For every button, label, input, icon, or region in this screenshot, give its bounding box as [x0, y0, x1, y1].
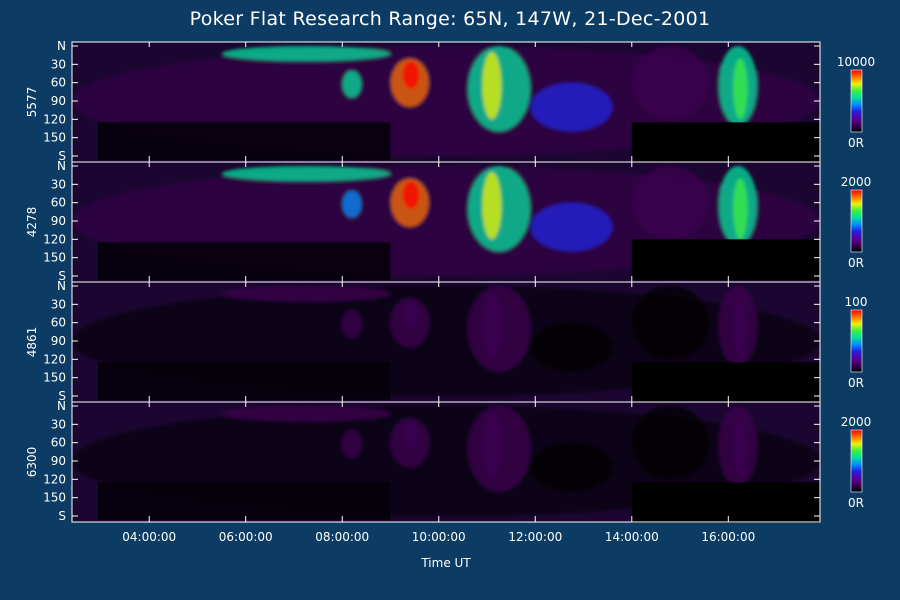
- emission-blob: [631, 45, 710, 120]
- emission-blob: [631, 286, 710, 360]
- emission-blob: [482, 52, 502, 120]
- emission-blob: [482, 292, 502, 360]
- y-tick-label: S: [58, 389, 66, 403]
- emission-blob: [342, 190, 362, 218]
- emission-blob: [733, 418, 748, 480]
- y-tick-label: 30: [51, 177, 66, 191]
- y-tick-label: 30: [51, 297, 66, 311]
- panel-label: 4861: [25, 327, 39, 358]
- emission-blob: [402, 421, 420, 449]
- y-tick-label: N: [57, 39, 66, 53]
- emission-blob: [221, 406, 391, 422]
- y-tick-label: 90: [51, 334, 66, 348]
- emission-blob: [221, 286, 391, 302]
- emission-blob: [631, 166, 710, 240]
- colorbar: [850, 69, 863, 133]
- emission-blob: [402, 61, 420, 89]
- y-tick-label: 120: [43, 232, 66, 246]
- nodata-region: [631, 239, 820, 280]
- nodata-region: [631, 482, 820, 524]
- y-tick-label: 60: [51, 76, 66, 90]
- nodata-region: [98, 362, 391, 400]
- emission-blob: [530, 82, 613, 132]
- colorbar-min-label: 0R: [848, 376, 864, 390]
- x-tick-label: 04:00:00: [122, 530, 176, 544]
- panel-6300: N 30 60 90 120 150 S 6300 2000 0R: [25, 399, 872, 524]
- y-tick-label: S: [58, 509, 66, 523]
- emission-blob: [342, 310, 362, 338]
- colorbar-max-label: 100: [845, 295, 868, 309]
- colorbar-max-label: 2000: [841, 415, 872, 429]
- y-tick-label: N: [57, 399, 66, 413]
- y-tick-label: 90: [51, 454, 66, 468]
- emission-blob: [402, 301, 420, 329]
- y-tick-label: S: [58, 149, 66, 163]
- y-tick-label: 120: [43, 352, 66, 366]
- emission-blob: [530, 202, 613, 252]
- x-tick-label: 14:00:00: [605, 530, 659, 544]
- x-tick-label: 12:00:00: [508, 530, 562, 544]
- emission-blob: [733, 298, 748, 360]
- emission-blob: [530, 442, 613, 492]
- nodata-region: [631, 362, 820, 404]
- y-tick-label: 30: [51, 57, 66, 71]
- x-tick-label: 16:00:00: [701, 530, 755, 544]
- y-tick-label: 150: [43, 371, 66, 385]
- y-tick-label: 60: [51, 196, 66, 210]
- y-tick-label: 120: [43, 472, 66, 486]
- panel-label: 5577: [25, 87, 39, 118]
- emission-blob: [482, 412, 502, 480]
- y-tick-label: 30: [51, 417, 66, 431]
- emission-blob: [402, 181, 420, 209]
- y-tick-label: N: [57, 159, 66, 173]
- y-tick-label: 90: [51, 94, 66, 108]
- emission-blob: [342, 430, 362, 458]
- y-tick-label: 60: [51, 436, 66, 450]
- colorbar-min-label: 0R: [848, 256, 864, 270]
- nodata-region: [98, 122, 391, 160]
- emission-blob: [733, 58, 748, 120]
- x-tick-label: 06:00:00: [219, 530, 273, 544]
- nodata-region: [98, 242, 391, 280]
- y-tick-label: 150: [43, 131, 66, 145]
- colorbar-max-label: 10000: [837, 55, 875, 69]
- y-tick-label: 60: [51, 316, 66, 330]
- panel-label: 4278: [25, 207, 39, 238]
- emission-blob: [733, 178, 748, 240]
- colorbar-max-label: 2000: [841, 175, 872, 189]
- y-tick-label: 120: [43, 112, 66, 126]
- emission-blob: [221, 46, 391, 62]
- y-tick-label: N: [57, 279, 66, 293]
- nodata-region: [98, 482, 391, 520]
- x-tick-label: 08:00:00: [315, 530, 369, 544]
- panel-4278: N 30 60 90 120 150 S 4278 2000 0R: [25, 159, 871, 283]
- y-tick-label: 150: [43, 491, 66, 505]
- emission-blob: [482, 172, 502, 240]
- panel-label: 6300: [25, 447, 39, 478]
- colorbar-min-label: 0R: [848, 496, 864, 510]
- emission-blob: [342, 70, 362, 98]
- chart-title: Poker Flat Research Range: 65N, 147W, 21…: [189, 8, 711, 30]
- y-tick-label: 90: [51, 214, 66, 228]
- x-tick-label: 10:00:00: [412, 530, 466, 544]
- emission-blob: [530, 322, 613, 372]
- emission-blob: [221, 166, 391, 182]
- colorbar: [850, 189, 863, 253]
- y-tick-label: S: [58, 269, 66, 283]
- nodata-region: [631, 122, 820, 164]
- x-axis-label: Time UT: [420, 556, 471, 570]
- panel-5577: N 30 60 90 120 150 S 5577 10000 0R: [25, 39, 875, 164]
- colorbar: [850, 309, 863, 373]
- panel-4861: N 30 60 90 120 150 S 4861 100 0R: [25, 279, 868, 404]
- colorbar: [850, 429, 863, 493]
- emission-blob: [631, 406, 710, 480]
- panel-frame: [71, 401, 821, 523]
- y-tick-label: 150: [43, 251, 66, 265]
- colorbar-min-label: 0R: [848, 136, 864, 150]
